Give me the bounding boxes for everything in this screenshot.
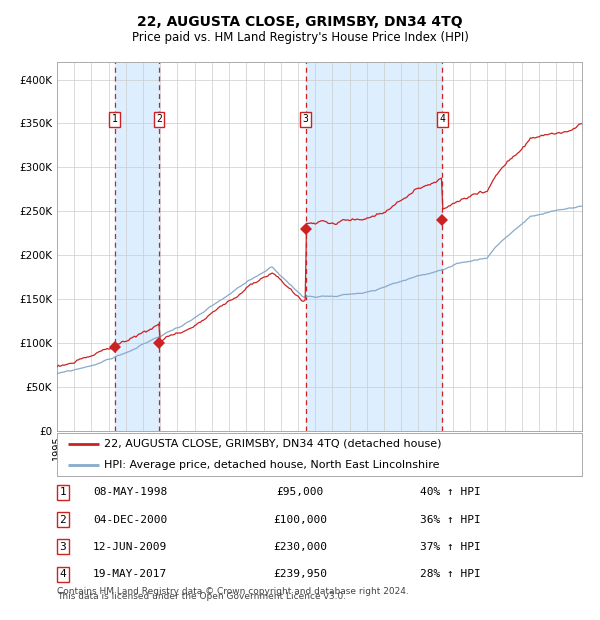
Text: 4: 4: [59, 569, 67, 579]
Text: 1: 1: [59, 487, 67, 497]
Text: 04-DEC-2000: 04-DEC-2000: [93, 515, 167, 525]
Text: 36% ↑ HPI: 36% ↑ HPI: [420, 515, 481, 525]
Text: 37% ↑ HPI: 37% ↑ HPI: [420, 542, 481, 552]
Text: 2: 2: [156, 114, 162, 124]
Text: HPI: Average price, detached house, North East Lincolnshire: HPI: Average price, detached house, Nort…: [104, 460, 440, 470]
Text: £239,950: £239,950: [273, 569, 327, 579]
Text: Price paid vs. HM Land Registry's House Price Index (HPI): Price paid vs. HM Land Registry's House …: [131, 31, 469, 44]
Text: 1: 1: [112, 114, 118, 124]
Text: 3: 3: [302, 114, 308, 124]
Text: 4: 4: [439, 114, 445, 124]
Text: 22, AUGUSTA CLOSE, GRIMSBY, DN34 4TQ (detached house): 22, AUGUSTA CLOSE, GRIMSBY, DN34 4TQ (de…: [104, 439, 442, 449]
Text: 19-MAY-2017: 19-MAY-2017: [93, 569, 167, 579]
Text: £95,000: £95,000: [277, 487, 323, 497]
Text: 2: 2: [59, 515, 67, 525]
Text: 40% ↑ HPI: 40% ↑ HPI: [420, 487, 481, 497]
Text: £100,000: £100,000: [273, 515, 327, 525]
Text: 3: 3: [59, 542, 67, 552]
Text: Contains HM Land Registry data © Crown copyright and database right 2024.: Contains HM Land Registry data © Crown c…: [57, 587, 409, 596]
Text: 08-MAY-1998: 08-MAY-1998: [93, 487, 167, 497]
Text: 12-JUN-2009: 12-JUN-2009: [93, 542, 167, 552]
Text: This data is licensed under the Open Government Licence v3.0.: This data is licensed under the Open Gov…: [57, 592, 346, 601]
Text: 22, AUGUSTA CLOSE, GRIMSBY, DN34 4TQ: 22, AUGUSTA CLOSE, GRIMSBY, DN34 4TQ: [137, 16, 463, 30]
Bar: [305, 62, 442, 431]
Text: 28% ↑ HPI: 28% ↑ HPI: [420, 569, 481, 579]
Text: £230,000: £230,000: [273, 542, 327, 552]
Bar: [115, 62, 159, 431]
